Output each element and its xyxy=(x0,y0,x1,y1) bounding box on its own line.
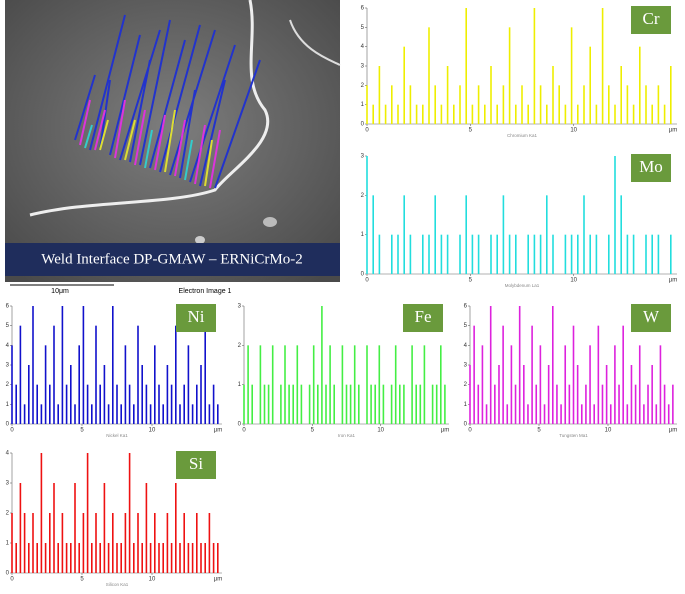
line-scan-chart: 0 1 2 3 4 0 5 10 µm Silicon Ka1 Si xyxy=(6,451,223,588)
y-tick-label: 0 xyxy=(464,422,468,428)
scale-bar-label: 10μm xyxy=(51,288,69,295)
x-tick-label: 10 xyxy=(377,428,384,434)
x-axis-label: Chromium Ka1 xyxy=(507,133,538,138)
line-scan-chart: 0 1 2 3 0 5 10 µm Molybdenum La1 Mo xyxy=(361,154,678,289)
y-tick-label: 3 xyxy=(464,363,468,369)
y-tick-label: 5 xyxy=(361,25,365,31)
element-label: Mo xyxy=(639,157,663,176)
x-tick-label: 10 xyxy=(570,128,577,134)
x-unit: µm xyxy=(441,428,449,434)
y-tick-label: 3 xyxy=(361,64,365,70)
y-tick-label: 1 xyxy=(6,402,10,408)
element-badge xyxy=(631,154,671,182)
x-tick-label: 5 xyxy=(80,577,84,583)
line-scan-chart: 0 1 2 3 0 5 10 µm Iron Ka1 Fe xyxy=(238,304,450,439)
x-tick-label: 0 xyxy=(365,128,369,134)
y-tick-label: 4 xyxy=(6,343,10,349)
y-tick-label: 0 xyxy=(238,422,242,428)
y-tick-label: 3 xyxy=(238,304,242,310)
y-tick-label: 0 xyxy=(6,571,10,577)
x-axis-label: Molybdenum La1 xyxy=(505,283,540,288)
y-tick-label: 6 xyxy=(6,304,10,310)
x-tick-label: 5 xyxy=(80,428,84,434)
x-tick-label: 0 xyxy=(10,577,14,583)
y-tick-label: 4 xyxy=(361,44,365,50)
y-tick-label: 4 xyxy=(6,451,10,457)
image-label: Electron Image 1 xyxy=(179,288,232,295)
y-tick-label: 0 xyxy=(6,422,10,428)
y-tick-label: 3 xyxy=(361,154,365,160)
element-badge xyxy=(631,6,671,34)
y-tick-label: 1 xyxy=(6,541,10,547)
x-tick-label: 0 xyxy=(365,278,369,284)
x-axis-label: Tungsten Ma1 xyxy=(559,433,588,438)
sem-image: Weld Interface DP-GMAW – ERNiCrMo-2 xyxy=(5,0,341,282)
element-label: Si xyxy=(189,454,203,473)
y-tick-label: 1 xyxy=(361,102,365,108)
line-scan-chart: 0 1 2 3 4 5 6 0 5 10 µm Nickel Ka1 Ni xyxy=(6,304,223,439)
element-badge xyxy=(403,304,443,332)
element-label: Fe xyxy=(415,307,432,326)
y-tick-label: 2 xyxy=(464,382,468,388)
y-tick-label: 2 xyxy=(238,343,242,349)
y-tick-label: 2 xyxy=(6,511,10,517)
x-tick-label: 10 xyxy=(149,428,156,434)
element-badge xyxy=(176,304,216,332)
image-caption: Weld Interface DP-GMAW – ERNiCrMo-2 xyxy=(41,251,302,267)
y-tick-label: 2 xyxy=(361,83,365,89)
y-tick-label: 1 xyxy=(238,382,242,388)
element-badge xyxy=(631,304,671,332)
x-axis-label: Iron Ka1 xyxy=(338,433,356,438)
element-badge xyxy=(176,451,216,479)
x-unit: µm xyxy=(669,278,677,284)
y-tick-label: 2 xyxy=(6,382,10,388)
element-label: W xyxy=(643,307,660,326)
y-tick-label: 1 xyxy=(361,232,365,238)
x-unit: µm xyxy=(214,428,222,434)
line-scan-chart: 0 1 2 3 4 5 6 0 5 10 µm Chromium Ka1 Cr xyxy=(361,6,678,139)
x-axis-label: Silicon Ka1 xyxy=(106,582,129,587)
element-label: Cr xyxy=(643,9,660,28)
x-tick-label: 10 xyxy=(149,577,156,583)
y-tick-label: 3 xyxy=(6,363,10,369)
x-tick-label: 10 xyxy=(570,278,577,284)
y-tick-label: 3 xyxy=(6,481,10,487)
x-unit: µm xyxy=(669,428,677,434)
x-tick-label: 0 xyxy=(10,428,14,434)
y-tick-label: 2 xyxy=(361,193,365,199)
line-scan-chart: 0 1 2 3 4 5 6 0 5 10 µm Tungsten Ma1 W xyxy=(464,304,678,439)
y-tick-label: 0 xyxy=(361,272,365,278)
y-tick-label: 6 xyxy=(464,304,468,310)
y-tick-label: 4 xyxy=(464,343,468,349)
y-tick-label: 5 xyxy=(6,323,10,329)
x-tick-label: 5 xyxy=(469,278,473,284)
x-tick-label: 0 xyxy=(242,428,246,434)
x-axis-label: Nickel Ka1 xyxy=(106,433,128,438)
y-tick-label: 6 xyxy=(361,6,365,12)
x-tick-label: 0 xyxy=(468,428,472,434)
y-tick-label: 1 xyxy=(464,402,468,408)
x-tick-label: 10 xyxy=(605,428,612,434)
element-label: Ni xyxy=(188,307,205,326)
y-tick-label: 0 xyxy=(361,122,365,128)
x-tick-label: 5 xyxy=(311,428,315,434)
x-tick-label: 5 xyxy=(469,128,473,134)
x-tick-label: 5 xyxy=(537,428,541,434)
x-unit: µm xyxy=(669,128,677,134)
x-unit: µm xyxy=(214,577,222,583)
y-tick-label: 5 xyxy=(464,323,468,329)
